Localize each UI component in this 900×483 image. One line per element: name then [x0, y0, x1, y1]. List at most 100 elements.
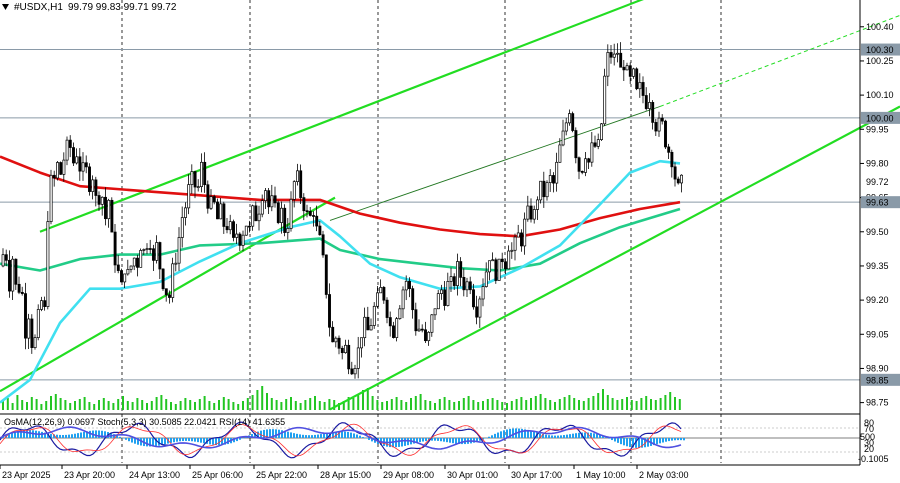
candle: [168, 290, 171, 304]
volume-bar: [534, 396, 537, 410]
symbol-label: #USDX,H1: [14, 2, 63, 13]
candle-body: [603, 75, 607, 125]
osma-bar: [359, 435, 361, 438]
indicator-axis-label: -0.1005: [858, 454, 889, 464]
candle-body: [14, 258, 18, 285]
osma-bar: [335, 431, 337, 438]
osma-bar: [77, 433, 79, 438]
candle-body: [235, 233, 239, 238]
candle-body: [225, 226, 229, 231]
candle-body: [248, 225, 251, 228]
osma-bar: [269, 429, 271, 438]
volume-bar: [146, 403, 148, 410]
volume-bar: [362, 390, 364, 410]
candle-body: [449, 276, 453, 282]
candle-body: [609, 52, 613, 58]
candle-body: [97, 195, 101, 205]
volume-bar: [582, 401, 585, 410]
candle-body: [168, 294, 171, 298]
osma-bar: [299, 434, 301, 438]
candle: [161, 268, 165, 291]
osma-bar: [443, 438, 445, 442]
osma-bar: [452, 438, 454, 444]
y-tick-label: 99.50: [866, 227, 889, 237]
volume-bar: [131, 402, 134, 410]
candle-body: [184, 207, 187, 218]
candle-body: [414, 309, 418, 332]
osma-bar: [629, 438, 631, 448]
volume-bar: [203, 396, 206, 410]
dropdown-triangle-icon[interactable]: [2, 4, 9, 10]
candle: [238, 232, 242, 251]
candle-body: [286, 228, 290, 233]
candle-body: [344, 344, 347, 354]
osma-bar: [263, 429, 265, 438]
candle: [235, 223, 239, 244]
candle: [372, 302, 376, 329]
candle-body: [424, 329, 427, 342]
candle: [504, 258, 507, 275]
candle: [331, 321, 335, 343]
osma-bar: [236, 438, 238, 442]
candle-body: [155, 242, 159, 261]
candle: [257, 205, 261, 231]
volume-bar: [237, 404, 240, 410]
candle: [216, 198, 219, 220]
candle: [75, 148, 79, 165]
candle: [347, 339, 351, 375]
volume-bar: [45, 401, 48, 410]
volume-bar: [69, 403, 72, 410]
candle-body: [395, 318, 399, 338]
candle: [241, 230, 245, 252]
osma-bar: [533, 431, 535, 438]
volume-bar: [558, 399, 561, 410]
volume-bar: [602, 389, 604, 410]
volume-bar: [328, 399, 331, 410]
osma-bar: [521, 428, 523, 438]
candle: [638, 73, 642, 98]
volume-bar: [592, 396, 595, 410]
osma-bar: [674, 438, 676, 441]
candle: [203, 152, 207, 193]
candle-body: [299, 170, 303, 198]
candle-body: [593, 142, 597, 147]
candle: [65, 136, 69, 166]
candle-body: [52, 174, 56, 179]
candle: [516, 224, 520, 238]
candle-body: [43, 300, 47, 307]
candle-body: [20, 291, 24, 294]
candle: [478, 296, 482, 328]
volume-bar: [424, 400, 427, 410]
candle: [424, 321, 427, 343]
candle: [283, 204, 287, 237]
candle-body: [456, 261, 459, 286]
osma-bar: [86, 431, 88, 438]
candle-body: [126, 269, 130, 275]
candle: [24, 282, 27, 350]
candle-body: [587, 158, 591, 163]
candle: [363, 307, 367, 347]
volume-bar: [155, 397, 158, 410]
candle-body: [488, 260, 491, 273]
candle: [328, 283, 331, 337]
osma-bar: [176, 438, 178, 442]
candle: [315, 205, 319, 232]
candle: [552, 172, 555, 193]
candle: [561, 119, 565, 147]
osma-bar: [245, 436, 247, 438]
osma-bar: [173, 438, 175, 443]
candle: [30, 314, 34, 354]
candle-body: [513, 236, 517, 251]
candle-body: [417, 328, 421, 332]
osma-bar: [446, 438, 448, 443]
candle-body: [100, 196, 104, 205]
osma-bar: [320, 434, 322, 438]
candle-body: [11, 258, 15, 292]
price-box-label-4: 98.85: [866, 375, 889, 385]
candle: [510, 242, 514, 259]
candle-body: [196, 186, 200, 188]
candle-body: [600, 123, 603, 140]
volume-bar: [654, 400, 657, 410]
candle-body: [539, 180, 543, 201]
candle-body: [331, 326, 335, 343]
